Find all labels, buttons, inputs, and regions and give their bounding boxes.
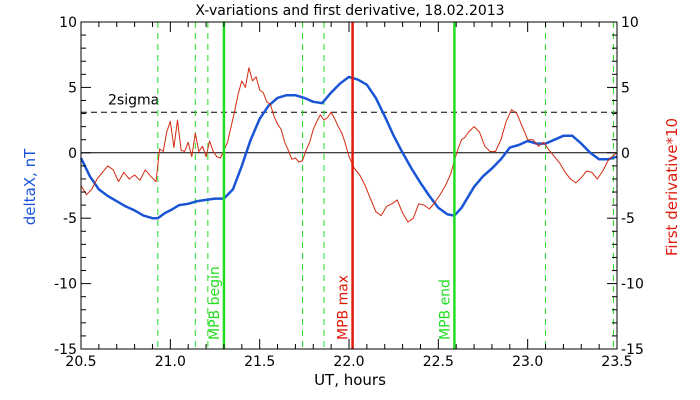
y-axis-title-right: First derivative*10 (663, 118, 681, 256)
x-axis-title: UT, hours (314, 371, 386, 389)
y-tick-label-left: 5 (68, 80, 77, 96)
derivative-series (80, 67, 618, 223)
y-tick-label-left: 10 (59, 15, 77, 31)
plot-area: 2sigma MPB begin MPB max MPB end 20.5 21.0 21.… (54, 15, 644, 370)
sigma-label: 2sigma (108, 92, 159, 108)
y-tick-label-left: -5 (63, 211, 77, 227)
y-tick-label-right: 10 (621, 15, 639, 31)
x-tick-label: 21.0 (155, 354, 186, 370)
y-tick-label-left: -10 (54, 277, 77, 293)
y-tick-label-left: 0 (68, 146, 77, 162)
y-tick-label-right: 5 (621, 80, 630, 96)
x-tick-label: 20.5 (65, 354, 96, 370)
x-tick-label: 23.0 (512, 354, 543, 370)
y-tick-label-left: -15 (54, 342, 77, 358)
event-label: MPB max (336, 275, 352, 340)
x-tick-label: 22.5 (423, 354, 454, 370)
y-tick-label-right: -15 (621, 342, 644, 358)
chart-title: X-variations and first derivative, 18.02… (195, 3, 504, 19)
event-label: MPB end (437, 279, 453, 340)
event-label: MPB begin (207, 266, 223, 340)
x-tick-label: 21.5 (244, 354, 275, 370)
deltaX-series (79, 75, 618, 220)
x-tick-label: 22.0 (333, 354, 364, 370)
y-axis-title-left: deltaX, nT (21, 148, 39, 225)
x-tick-label: 23.5 (601, 354, 632, 370)
y-tick-label-right: 0 (621, 146, 630, 162)
y-tick-label-right: -10 (621, 277, 644, 293)
y-tick-label-right: -5 (621, 211, 635, 227)
